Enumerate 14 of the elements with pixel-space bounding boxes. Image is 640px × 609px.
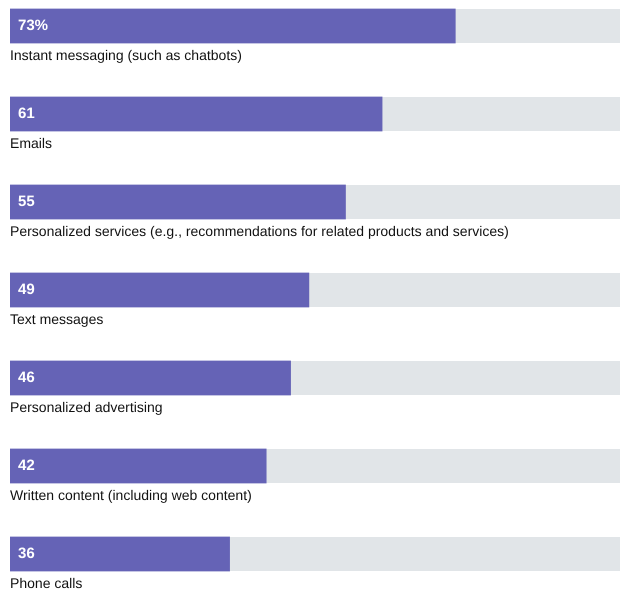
data-label: 42 [18,457,35,474]
data-label: 49 [18,281,35,298]
data-label: 36 [18,545,35,562]
data-label: 61 [18,105,35,122]
data-label: 46 [18,369,35,386]
y-tick-label: Instant messaging (such as chatbots) [10,46,242,63]
data-label: 73% [18,17,48,34]
y-tick-label: Written content (including web content) [10,486,252,503]
y-tick-label: Personalized advertising [10,398,163,415]
data-label: 55 [18,193,35,210]
y-tick-label: Personalized services (e.g., recommendations for related products and services) [10,222,509,239]
y-tick-label: Phone calls [10,574,82,591]
y-tick-label: Text messages [10,310,104,327]
y-tick-label: Emails [10,134,52,151]
